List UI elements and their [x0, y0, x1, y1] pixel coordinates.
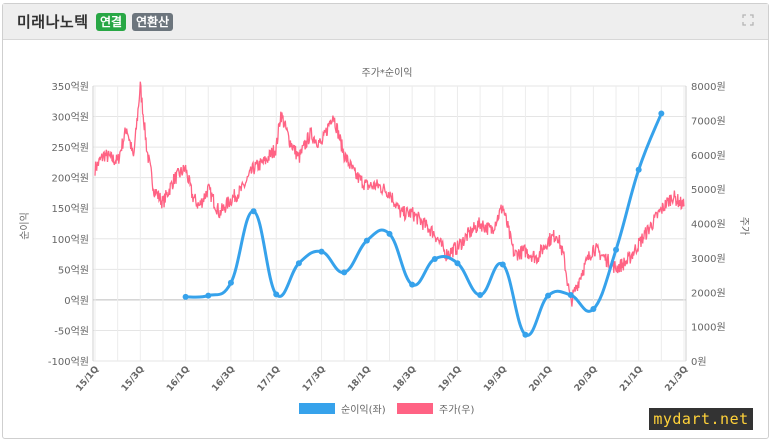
price-series: [94, 81, 685, 307]
left-tick-label: 150억원: [52, 203, 90, 215]
right-tick-label: 7000원: [691, 115, 726, 127]
right-tick-label: 1000원: [691, 322, 726, 334]
right-tick-label: 5000원: [691, 184, 726, 196]
left-tick-label: 250억원: [52, 142, 90, 154]
x-axis-ticks: 15/1Q 15/3Q 16/1Q 16/3Q 17/1Q 17/3Q 18/1Q 18/3Q…: [75, 364, 691, 393]
right-tick-label: 2000원: [691, 287, 726, 299]
x-tick-label: 17/3Q: [301, 364, 328, 393]
x-tick-label: 21/1Q: [618, 364, 645, 393]
profit-point: [545, 292, 552, 299]
profit-point: [363, 237, 370, 244]
consolidated-badge[interactable]: 연결: [96, 13, 127, 31]
x-tick-label: 16/3Q: [210, 364, 237, 393]
profit-point: [431, 255, 438, 262]
x-tick-label: 19/1Q: [437, 364, 464, 393]
x-tick-label: 18/1Q: [346, 364, 373, 393]
company-name: 미래나노텍: [17, 13, 89, 31]
right-tick-label: 0원: [691, 356, 707, 368]
profit-point: [341, 269, 348, 276]
left-tick-label: 100억원: [52, 234, 90, 246]
left-tick-label: 300억원: [52, 112, 90, 124]
right-tick-label: 8000원: [691, 81, 726, 93]
profit-point: [613, 246, 620, 253]
legend-swatch-price: [397, 403, 433, 414]
profit-point: [205, 292, 212, 299]
left-tick-label: 0억원: [64, 295, 89, 307]
chart-title: 주가*순이익: [362, 67, 413, 79]
right-tick-label: 4000원: [691, 219, 726, 231]
profit-point: [227, 279, 234, 286]
profit-point: [386, 230, 393, 237]
left-tick-label: -100억원: [48, 356, 89, 368]
legend-label-price: 주가(우): [439, 404, 475, 416]
profit-point: [273, 291, 280, 298]
left-tick-label: 200억원: [52, 173, 90, 185]
profit-point: [477, 292, 484, 298]
profit-point: [590, 306, 597, 313]
profit-point: [454, 260, 461, 267]
chart-panel: 미래나노텍 연결 연환산 주가*순이익 350억원 300억원 250억원 200억원…: [2, 3, 769, 439]
profit-point: [250, 208, 257, 215]
right-tick-label: 6000원: [691, 150, 726, 162]
legend-label-profit: 순이익(좌): [341, 404, 386, 416]
panel-header: 미래나노텍 연결 연환산: [3, 4, 768, 40]
right-tick-label: 3000원: [691, 253, 726, 265]
legend-swatch-profit: [299, 403, 335, 414]
profit-point: [499, 261, 506, 268]
left-axis-label: 순이익: [19, 212, 31, 240]
profit-point: [635, 166, 642, 173]
profit-point: [318, 248, 325, 255]
left-axis-ticks: 350억원 300억원 250억원 200억원 150억원 100억원 50억원 0억원 -50…: [48, 81, 89, 368]
x-tick-label: 20/3Q: [573, 364, 600, 393]
x-tick-label: 21/3Q: [664, 364, 691, 393]
profit-point: [295, 260, 302, 267]
profit-point: [658, 110, 665, 117]
left-tick-label: 350억원: [52, 81, 90, 93]
x-tick-label: 15/3Q: [120, 364, 147, 393]
x-tick-label: 15/1Q: [75, 364, 102, 393]
profit-point: [182, 293, 189, 300]
x-tick-label: 19/3Q: [482, 364, 509, 393]
left-tick-label: 50억원: [58, 264, 89, 276]
annualized-badge[interactable]: 연환산: [132, 13, 174, 31]
right-axis-label: 주가: [738, 217, 750, 235]
profit-series: [182, 110, 665, 338]
x-tick-label: 20/1Q: [528, 364, 555, 393]
profit-line: [185, 112, 663, 337]
watermark: mydart.net: [649, 408, 753, 430]
right-axis-ticks: 8000원 7000원 6000원 5000원 4000원 3000원 2000원 1000원…: [691, 81, 726, 368]
x-tick-label: 16/1Q: [165, 364, 192, 393]
profit-point: [409, 281, 416, 288]
profit-point: [522, 331, 529, 338]
price-line: [94, 81, 685, 307]
expand-icon[interactable]: [742, 14, 754, 26]
legend: 순이익(좌) 주가(우): [299, 403, 475, 416]
grid: [92, 85, 687, 362]
x-tick-label: 18/3Q: [392, 364, 419, 393]
x-tick-label: 17/1Q: [256, 364, 283, 393]
profit-price-chart: 주가*순이익 350억원 300억원 250억원 200억원 150억원 100억원 50억…: [19, 67, 750, 416]
profit-point: [567, 292, 574, 298]
left-tick-label: -50억원: [54, 325, 89, 337]
